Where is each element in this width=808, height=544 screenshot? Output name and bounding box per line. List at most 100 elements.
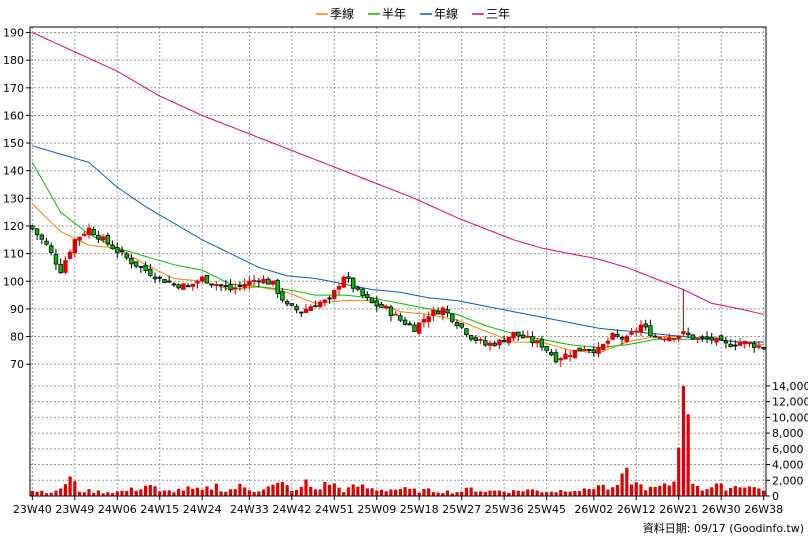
volume-bar-111 <box>554 492 558 496</box>
volume-bar-135 <box>667 485 671 496</box>
volume-bar-63 <box>327 484 332 496</box>
volume-bar-69 <box>356 486 360 496</box>
volume-bar-146 <box>719 483 723 496</box>
volume-bar-73 <box>375 490 379 496</box>
volume-bar-46 <box>247 490 251 496</box>
volume-bar-122 <box>606 489 610 496</box>
candle-body-139 <box>685 332 691 336</box>
volume-tick-label-0: 0 <box>772 490 779 503</box>
x-tick-label-11: 25W36 <box>485 503 524 516</box>
volume-bar-125 <box>620 473 624 496</box>
volume-bar-139 <box>686 414 690 496</box>
volume-bar-102 <box>511 490 516 496</box>
candle-body-41 <box>223 285 228 288</box>
volume-bar-41 <box>224 491 228 496</box>
volume-bar-95 <box>478 491 483 496</box>
candle-body-101 <box>506 336 512 344</box>
volume-bar-5 <box>54 490 58 496</box>
candle-body-55 <box>289 303 295 306</box>
volume-bar-108 <box>540 492 544 496</box>
volume-tick-label-2: 4,000 <box>772 459 804 472</box>
volume-bar-86 <box>436 492 440 496</box>
candle-body-26 <box>152 276 158 280</box>
volume-bar-76 <box>389 489 393 496</box>
volume-bar-4 <box>49 492 53 496</box>
candle-body-65 <box>336 286 342 290</box>
candle-body-50 <box>266 278 271 285</box>
ma-line-0 <box>32 203 764 354</box>
volume-bar-131 <box>648 486 653 496</box>
candle-body-52 <box>275 279 280 294</box>
volume-bar-38 <box>210 489 214 496</box>
volume-bar-105 <box>526 489 530 496</box>
volume-bar-36 <box>200 489 204 496</box>
candle-body-125 <box>619 337 625 340</box>
x-tick-label-7: 24W51 <box>315 503 354 516</box>
x-tick-label-1: 23W49 <box>55 503 94 516</box>
volume-bar-8 <box>68 476 72 496</box>
volume-bar-67 <box>346 487 351 496</box>
volume-bar-64 <box>332 483 336 496</box>
candle-body-147 <box>723 340 729 344</box>
candle-body-64 <box>332 289 337 299</box>
volume-bar-118 <box>587 489 591 496</box>
volume-bar-30 <box>172 492 176 496</box>
candle-body-88 <box>445 309 450 314</box>
volume-bar-141 <box>695 485 700 496</box>
volume-bar-20 <box>125 490 129 496</box>
candle-body-137 <box>676 335 681 339</box>
candle-body-72 <box>369 297 375 304</box>
price-tick-label-11: 180 <box>3 54 24 67</box>
volume-bar-153 <box>752 487 756 496</box>
candle-body-138 <box>681 331 686 335</box>
volume-bar-53 <box>280 481 285 496</box>
volume-bar-148 <box>729 487 733 496</box>
candle-body-128 <box>634 330 639 333</box>
price-axis-ticks: 70 80 90 100 110 120 130 140 150 160 170 180 190 <box>3 27 30 371</box>
candle-body-134 <box>662 338 667 341</box>
volume-bar-66 <box>342 492 346 496</box>
candle-body-75 <box>384 305 389 309</box>
data-date-label: 資料日期: 09/17 (Goodinfo.tw) <box>643 521 804 535</box>
volume-bar-54 <box>285 485 289 496</box>
volume-bar-88 <box>445 490 450 496</box>
candle-body-121 <box>601 343 606 350</box>
volume-bar-96 <box>483 492 487 496</box>
volume-bar-142 <box>700 490 704 496</box>
moving-average-lines <box>31 32 764 354</box>
volume-bar-23 <box>139 489 143 496</box>
candle-body-83 <box>421 319 427 323</box>
candle-body-54 <box>284 301 290 305</box>
candle-body-141 <box>695 337 700 340</box>
candle-body-126 <box>624 335 630 342</box>
volume-bar-60 <box>313 489 318 496</box>
candle-body-53 <box>280 291 285 301</box>
volume-bar-49 <box>261 489 266 496</box>
volume-bar-109 <box>545 492 549 496</box>
volume-bar-3 <box>44 493 49 496</box>
price-tick-label-4: 110 <box>3 248 24 261</box>
volume-bar-115 <box>573 490 577 496</box>
candle-body-85 <box>431 309 436 316</box>
candle-body-11 <box>82 233 87 236</box>
candle-body-87 <box>440 307 446 315</box>
volume-bar-75 <box>384 491 388 496</box>
volume-bar-128 <box>634 482 638 496</box>
legend-label-0: 季線 <box>330 6 354 21</box>
candle-body-8 <box>67 251 73 259</box>
volume-bar-93 <box>469 487 473 496</box>
volume-bar-10 <box>77 491 82 496</box>
volume-bar-94 <box>474 491 478 496</box>
plot-border <box>29 26 767 497</box>
volume-bar-119 <box>592 489 596 496</box>
volume-bar-21 <box>129 487 134 496</box>
candle-body-1 <box>34 228 40 236</box>
candle-body-102 <box>511 331 516 339</box>
candle-body-122 <box>605 340 611 344</box>
candle-body-12 <box>86 227 92 236</box>
volume-bar-121 <box>601 484 605 496</box>
volume-bar-59 <box>309 486 313 496</box>
candle-body-99 <box>497 339 502 346</box>
candle-body-71 <box>365 294 370 298</box>
candle-body-45 <box>242 284 247 288</box>
